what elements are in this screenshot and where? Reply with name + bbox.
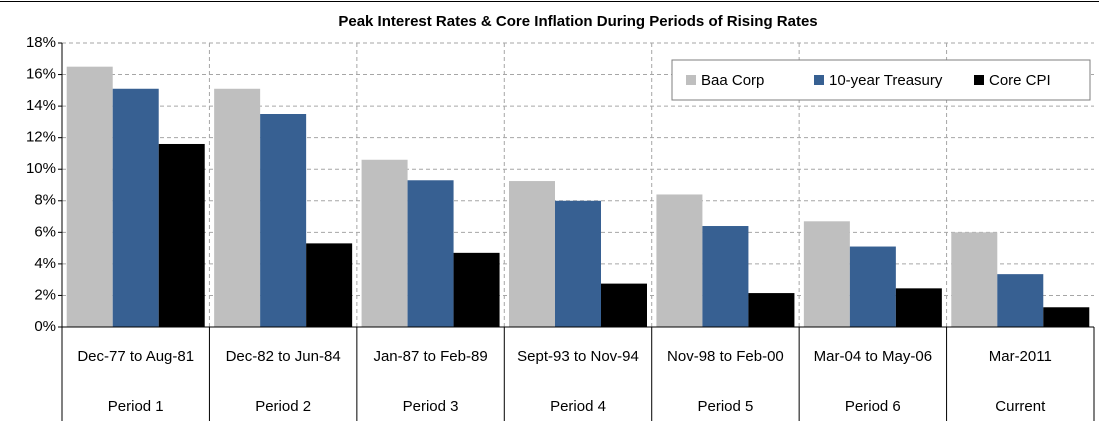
bar bbox=[306, 243, 353, 327]
period-label: Period 6 bbox=[845, 398, 901, 415]
bar bbox=[66, 66, 113, 328]
bar bbox=[158, 143, 205, 327]
y-tick-label: 2% bbox=[34, 286, 56, 303]
legend: Baa Corp 10-year Treasury Core CPI bbox=[671, 59, 1091, 101]
bar bbox=[361, 159, 408, 327]
x-tick-label: Mar-04 to May-06 bbox=[814, 348, 932, 365]
bar bbox=[453, 252, 500, 327]
bar bbox=[601, 283, 647, 327]
y-tick-label: 16% bbox=[26, 66, 56, 83]
bar bbox=[509, 181, 555, 327]
period-label: Period 1 bbox=[108, 398, 164, 415]
y-tick-label: 0% bbox=[34, 318, 56, 335]
x-tick-label: Dec-77 to Aug-81 bbox=[77, 348, 194, 365]
x-tick-label: Mar-2011 bbox=[989, 348, 1052, 365]
bar bbox=[555, 200, 601, 327]
bar bbox=[895, 288, 942, 327]
y-tick-label: 8% bbox=[34, 192, 56, 209]
bar bbox=[997, 274, 1044, 327]
x-tick-label: Jan-87 to Feb-89 bbox=[373, 348, 487, 365]
y-tick-label: 14% bbox=[26, 97, 56, 114]
legend-box bbox=[671, 59, 1091, 101]
y-tick-label: 6% bbox=[34, 223, 56, 240]
period-label: Current bbox=[995, 398, 1046, 415]
y-tick-label: 12% bbox=[26, 129, 56, 146]
period-label: Period 3 bbox=[403, 398, 459, 415]
bar bbox=[214, 88, 261, 327]
legend-label: Core CPI bbox=[989, 72, 1051, 89]
period-label: Period 5 bbox=[697, 398, 753, 415]
bar bbox=[260, 114, 307, 327]
legend-label: 10-year Treasury bbox=[829, 72, 943, 89]
y-tick-label: 4% bbox=[34, 255, 56, 272]
legend-swatch bbox=[974, 75, 984, 85]
bar bbox=[407, 180, 454, 327]
legend-label: Baa Corp bbox=[701, 72, 764, 89]
x-tick-label: Nov-98 to Feb-00 bbox=[667, 348, 784, 365]
period-label: Period 4 bbox=[550, 398, 606, 415]
period-label: Period 2 bbox=[255, 398, 311, 415]
bar bbox=[702, 226, 749, 327]
bar bbox=[951, 232, 998, 327]
y-tick-label: 10% bbox=[26, 160, 56, 177]
x-tick-label: Dec-82 to Jun-84 bbox=[226, 348, 341, 365]
legend-swatch bbox=[814, 75, 824, 85]
bar bbox=[803, 221, 850, 327]
y-tick-label: 18% bbox=[26, 34, 56, 51]
x-tick-label: Sept-93 to Nov-94 bbox=[517, 348, 639, 365]
bar bbox=[849, 246, 896, 327]
bar bbox=[748, 293, 795, 327]
bar bbox=[656, 194, 703, 327]
legend-swatch bbox=[686, 75, 696, 85]
bar bbox=[1043, 307, 1090, 327]
bar bbox=[112, 88, 159, 327]
chart-title: Peak Interest Rates & Core Inflation Dur… bbox=[338, 13, 817, 30]
